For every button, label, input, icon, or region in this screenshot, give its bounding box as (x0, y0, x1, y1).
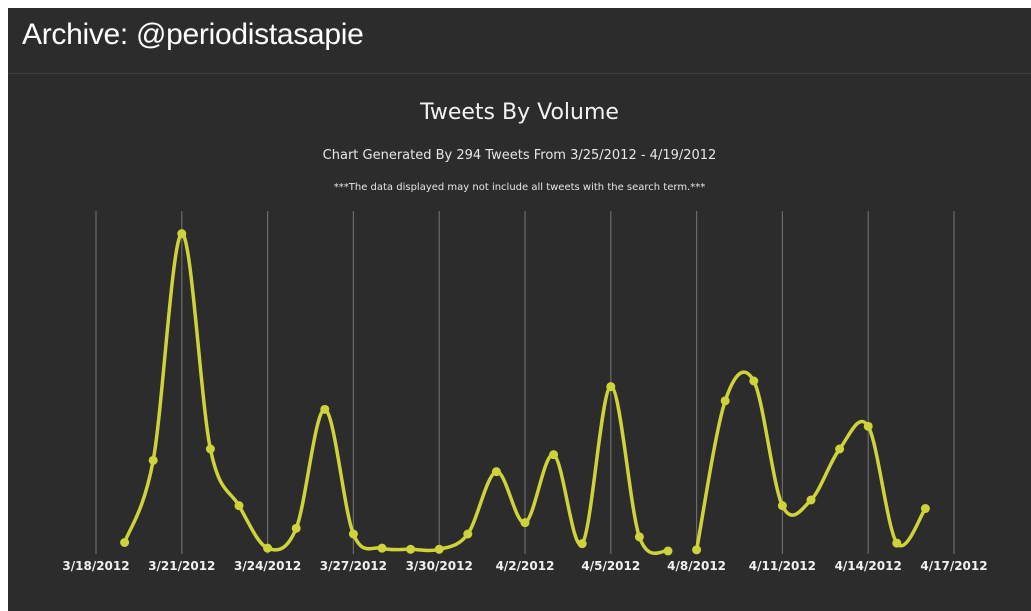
x-tick-label: 4/14/2012 (835, 559, 902, 573)
data-point[interactable] (749, 376, 759, 386)
data-point[interactable] (234, 501, 244, 511)
data-point[interactable] (120, 538, 130, 547)
tweets-volume-chart: 3/18/2012 3/21/2012 3/24/2012 3/27/2012 3/30… (8, 74, 1031, 611)
x-tick-label: 3/24/2012 (234, 559, 301, 573)
data-point[interactable] (406, 544, 416, 554)
chart-subtitle: Chart Generated By 294 Tweets From 3/25/… (322, 148, 717, 163)
data-point[interactable] (549, 450, 559, 460)
data-point[interactable] (663, 546, 673, 556)
x-tick-label: 4/11/2012 (749, 559, 816, 573)
x-tick-label: 3/30/2012 (406, 559, 473, 573)
data-point[interactable] (377, 543, 387, 553)
data-point[interactable] (634, 532, 644, 542)
data-point[interactable] (892, 538, 902, 548)
x-tick-label: 3/18/2012 (62, 559, 129, 573)
data-point[interactable] (692, 545, 702, 555)
data-point[interactable] (777, 501, 787, 511)
x-tick-label: 4/5/2012 (581, 559, 640, 573)
data-point[interactable] (720, 396, 730, 406)
data-point[interactable] (520, 518, 530, 528)
data-point[interactable] (835, 444, 845, 454)
chart-canvas: 3/18/2012 3/21/2012 3/24/2012 3/27/2012 3/30… (62, 211, 988, 573)
data-point[interactable] (806, 495, 816, 505)
data-point[interactable] (348, 529, 358, 539)
data-point[interactable] (205, 444, 215, 454)
data-point[interactable] (606, 382, 616, 392)
chart-note: ***The data displayed may not include al… (333, 182, 706, 193)
data-point[interactable] (463, 529, 473, 539)
data-point[interactable] (491, 467, 501, 477)
data-point[interactable] (863, 421, 873, 431)
archive-panel: Archive: @periodistasapie 3/18/2012 3/21/… (8, 8, 1031, 611)
data-point[interactable] (148, 455, 158, 465)
x-tick-label: 4/17/2012 (920, 559, 987, 573)
tweet-volume-line (122, 231, 669, 556)
data-point[interactable] (263, 543, 273, 553)
x-tick-label: 4/8/2012 (667, 559, 726, 573)
data-point[interactable] (320, 404, 330, 414)
data-point[interactable] (434, 544, 444, 554)
chart-title: Tweets By Volume (420, 100, 619, 125)
page-title: Archive: @periodistasapie (22, 18, 364, 51)
x-tick-label: 3/27/2012 (320, 559, 387, 573)
tweet-volume-line (694, 370, 927, 551)
data-point[interactable] (920, 504, 930, 513)
x-tick-label: 3/21/2012 (148, 559, 215, 573)
data-point[interactable] (291, 523, 301, 533)
x-tick-label: 4/2/2012 (496, 559, 555, 573)
data-point[interactable] (177, 229, 187, 239)
archive-header: Archive: @periodistasapie (8, 8, 1031, 74)
data-point[interactable] (577, 539, 587, 549)
